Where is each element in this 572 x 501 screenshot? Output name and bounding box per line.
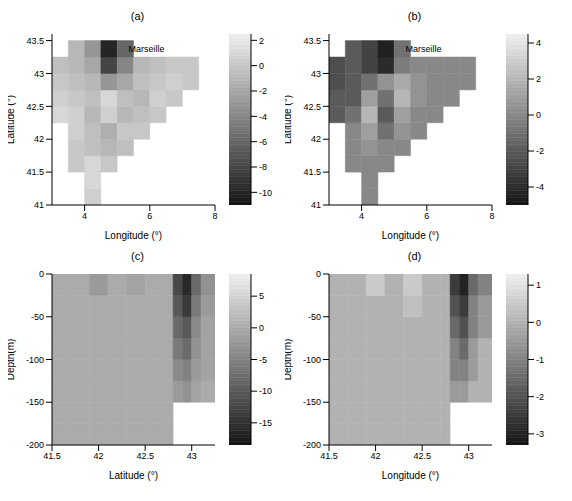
svg-text:-200: -200 [303, 440, 321, 450]
svg-text:41.5: 41.5 [320, 451, 338, 461]
svg-text:42.5: 42.5 [413, 451, 431, 461]
svg-text:-15: -15 [259, 418, 272, 428]
svg-text:43.5: 43.5 [26, 36, 44, 46]
svg-text:Depth(m): Depth(m) [285, 339, 293, 381]
svg-text:41.5: 41.5 [26, 167, 44, 177]
svg-text:Depth(m): Depth(m) [8, 339, 16, 381]
svg-text:-4: -4 [536, 182, 544, 192]
svg-text:41: 41 [311, 200, 321, 210]
svg-text:-50: -50 [308, 312, 321, 322]
svg-text:-4: -4 [259, 112, 267, 122]
svg-text:41.5: 41.5 [303, 167, 321, 177]
svg-text:42: 42 [311, 134, 321, 144]
svg-text:6: 6 [147, 211, 152, 221]
svg-text:43: 43 [311, 69, 321, 79]
svg-text:-150: -150 [303, 397, 321, 407]
svg-text:8: 8 [212, 211, 217, 221]
svg-text:-150: -150 [26, 397, 44, 407]
svg-text:2: 2 [536, 74, 541, 84]
svg-text:42: 42 [94, 451, 104, 461]
svg-text:-2: -2 [536, 146, 544, 156]
svg-text:6: 6 [424, 211, 429, 221]
svg-text:42: 42 [371, 451, 381, 461]
svg-text:43: 43 [34, 69, 44, 79]
svg-text:-5: -5 [259, 355, 267, 365]
svg-text:42: 42 [34, 134, 44, 144]
svg-text:-10: -10 [259, 386, 272, 396]
svg-text:-200: -200 [26, 440, 44, 450]
svg-text:-2: -2 [536, 392, 544, 402]
svg-text:Longitude (°): Longitude (°) [105, 230, 162, 241]
svg-text:4: 4 [536, 38, 541, 48]
svg-text:Longitude (°): Longitude (°) [382, 470, 439, 481]
svg-text:42.5: 42.5 [26, 102, 44, 112]
svg-text:Marseille: Marseille [406, 44, 442, 54]
svg-text:0: 0 [536, 110, 541, 120]
svg-text:41: 41 [34, 200, 44, 210]
svg-text:1: 1 [536, 280, 541, 290]
svg-text:0: 0 [39, 269, 44, 279]
svg-text:43: 43 [464, 451, 474, 461]
svg-text:4: 4 [82, 211, 87, 221]
svg-text:-10: -10 [259, 188, 272, 198]
svg-text:42.5: 42.5 [303, 102, 321, 112]
html-text:(b): (b) [407, 10, 422, 22]
svg-text:-100: -100 [26, 355, 44, 365]
html-text:(d): (d) [407, 250, 422, 262]
svg-text:Latitude (°): Latitude (°) [109, 470, 158, 481]
svg-text:43: 43 [187, 451, 197, 461]
svg-text:2: 2 [259, 36, 264, 46]
html-text:(c): (c) [131, 250, 144, 262]
svg-text:-6: -6 [259, 137, 267, 147]
svg-text:41.5: 41.5 [43, 451, 61, 461]
svg-text:0: 0 [259, 323, 264, 333]
svg-text:0: 0 [316, 269, 321, 279]
svg-text:-100: -100 [303, 355, 321, 365]
svg-text:-1: -1 [536, 355, 544, 365]
svg-text:5: 5 [259, 291, 264, 301]
svg-text:Latitude (°): Latitude (°) [8, 95, 16, 144]
svg-text:0: 0 [536, 318, 541, 328]
svg-text:-50: -50 [31, 312, 44, 322]
svg-text:Longitude (°): Longitude (°) [382, 230, 439, 241]
svg-text:42.5: 42.5 [136, 451, 154, 461]
svg-text:-8: -8 [259, 162, 267, 172]
svg-text:43.5: 43.5 [303, 36, 321, 46]
svg-text:-3: -3 [536, 429, 544, 439]
html-text:(a): (a) [130, 10, 145, 22]
svg-text:4: 4 [359, 211, 364, 221]
svg-text:8: 8 [489, 211, 494, 221]
svg-text:Latitude (°): Latitude (°) [285, 95, 293, 144]
svg-text:-2: -2 [259, 86, 267, 96]
svg-text:Marseille: Marseille [129, 44, 165, 54]
svg-text:0: 0 [259, 61, 264, 71]
